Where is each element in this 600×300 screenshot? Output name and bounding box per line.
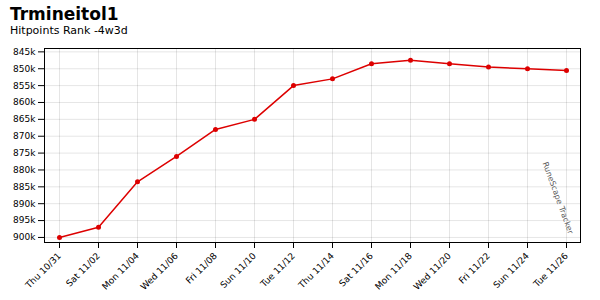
svg-text:Mon 11/04: Mon 11/04 [100, 251, 141, 292]
svg-text:RuneScape Tracker: RuneScape Tracker [541, 161, 576, 236]
html-text:Hitpoints Rank -4w3d: Hitpoints Rank -4w3d [10, 24, 128, 37]
svg-text:Sat 11/02: Sat 11/02 [64, 251, 102, 289]
svg-text:850k: 850k [13, 64, 36, 74]
svg-text:900k: 900k [13, 232, 36, 242]
svg-text:Fri 11/22: Fri 11/22 [457, 251, 492, 286]
svg-text:880k: 880k [13, 165, 36, 175]
svg-text:Sat 11/16: Sat 11/16 [337, 251, 375, 289]
svg-text:875k: 875k [13, 148, 36, 158]
svg-text:865k: 865k [13, 114, 36, 124]
svg-text:895k: 895k [13, 215, 36, 225]
svg-text:885k: 885k [13, 182, 36, 192]
svg-text:Tue 11/26: Tue 11/26 [531, 251, 570, 290]
svg-text:Sun 11/24: Sun 11/24 [491, 251, 531, 291]
svg-text:Mon 11/18: Mon 11/18 [373, 251, 414, 292]
svg-text:860k: 860k [13, 97, 36, 107]
svg-text:890k: 890k [13, 199, 36, 209]
svg-text:855k: 855k [13, 80, 36, 90]
html-text:Trmineitol1: Trmineitol1 [10, 4, 119, 24]
svg-text:Wed 11/20: Wed 11/20 [412, 251, 454, 293]
svg-text:Tue 11/12: Tue 11/12 [258, 251, 297, 290]
svg-text:Wed 11/06: Wed 11/06 [139, 251, 181, 293]
svg-text:Sun 11/10: Sun 11/10 [218, 251, 258, 291]
svg-text:845k: 845k [13, 47, 36, 57]
svg-text:Fri 11/08: Fri 11/08 [184, 251, 219, 286]
svg-text:Thu 11/14: Thu 11/14 [296, 251, 336, 291]
svg-text:870k: 870k [13, 131, 36, 141]
svg-text:Thu 10/31: Thu 10/31 [23, 251, 63, 291]
